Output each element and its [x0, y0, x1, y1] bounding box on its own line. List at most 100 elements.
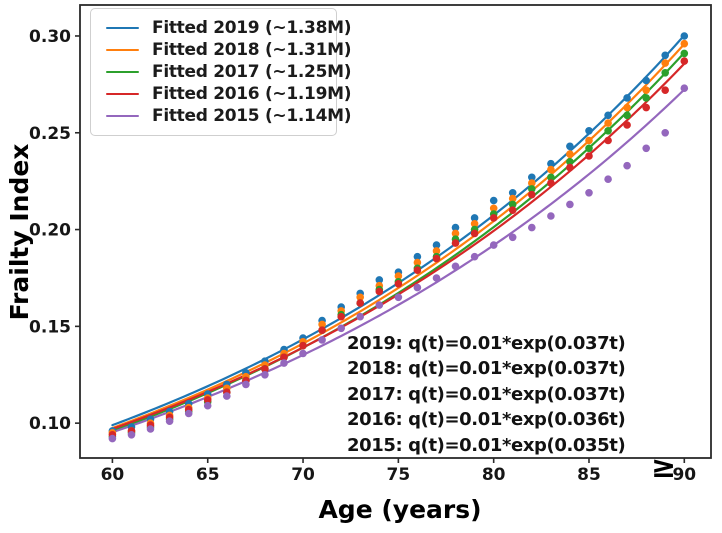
y-tick-label: 0.15 — [29, 317, 71, 337]
data-point-2015 — [318, 336, 326, 344]
data-point-2019 — [508, 189, 517, 197]
data-point-2018 — [585, 136, 593, 145]
data-point-2016 — [299, 341, 307, 350]
data-point-2015 — [165, 417, 174, 426]
data-point-2015 — [299, 349, 307, 358]
data-point-2015 — [585, 189, 593, 197]
data-point-2015 — [108, 434, 117, 443]
data-point-2015 — [604, 175, 612, 183]
data-point-2015 — [528, 223, 536, 232]
legend-line-swatch-2018 — [106, 48, 139, 52]
data-point-2015 — [127, 431, 136, 439]
data-point-2016 — [432, 254, 441, 263]
data-point-2015 — [375, 301, 384, 309]
data-point-2015 — [566, 200, 574, 209]
scatter-points-layer — [108, 32, 689, 443]
x-tick-label: 65 — [196, 465, 220, 485]
y-tick-label: 0.25 — [29, 124, 71, 144]
x-tick-label: 90 — [672, 465, 696, 485]
data-point-2015 — [280, 359, 288, 367]
legend-line-swatch-2017 — [106, 70, 139, 74]
axes-layer: 60 65 70 75 80 85 90 0.10 0.15 0.20 0.25 0.30 — [29, 4, 712, 485]
fit-equations-annotation: 2019: q(t)=0.01*exp(0.037t) 2018: q(t)=0… — [347, 331, 626, 458]
data-point-2018 — [432, 247, 441, 255]
data-point-2017 — [585, 144, 593, 153]
data-point-2015 — [242, 380, 250, 389]
legend-item-2015: Fitted 2015 (~1.14M) — [106, 106, 351, 126]
data-point-2018 — [451, 229, 460, 238]
legend-label-2018: Fitted 2018 (~1.31M) — [152, 40, 352, 60]
legend-label-2017: Fitted 2017 (~1.25M) — [152, 62, 352, 82]
data-point-2016 — [642, 103, 650, 112]
data-point-2018 — [318, 320, 326, 329]
data-point-2016 — [337, 312, 346, 321]
data-point-2016 — [375, 287, 384, 296]
data-point-2018 — [508, 194, 517, 203]
x-tick-label: 85 — [577, 465, 601, 485]
data-point-2016 — [680, 57, 689, 65]
data-point-2016 — [356, 299, 365, 307]
data-point-2019 — [547, 159, 555, 168]
data-point-2016 — [280, 353, 288, 362]
data-point-2015 — [432, 274, 441, 282]
data-point-2017 — [680, 49, 689, 58]
data-point-2018 — [642, 86, 650, 94]
plot-frame — [79, 4, 712, 459]
data-point-2016 — [261, 365, 269, 373]
data-point-2015 — [184, 409, 193, 418]
data-point-2016 — [508, 206, 517, 214]
data-point-2016 — [528, 190, 536, 199]
data-point-2016 — [547, 179, 555, 187]
data-point-2018 — [489, 204, 498, 213]
equation-line-2019: 2019: q(t)=0.01*exp(0.037t) — [347, 333, 626, 354]
data-point-2015 — [680, 84, 689, 92]
data-point-2015 — [413, 283, 422, 292]
data-point-2015 — [203, 401, 212, 410]
equation-line-2016: 2016: q(t)=0.01*exp(0.036t) — [347, 409, 626, 431]
y-tick-label: 0.20 — [29, 221, 71, 241]
data-point-2017 — [623, 111, 631, 120]
data-point-2015 — [337, 324, 346, 333]
data-point-2019 — [528, 173, 536, 182]
data-point-2017 — [528, 185, 536, 193]
data-point-2019 — [604, 111, 612, 120]
data-point-2016 — [203, 396, 212, 404]
data-point-2017 — [547, 173, 555, 182]
data-point-2017 — [642, 94, 650, 102]
data-point-2016 — [470, 229, 479, 238]
data-point-2019 — [375, 276, 384, 284]
legend-line-swatch-2016 — [106, 92, 139, 96]
data-point-2015 — [261, 371, 269, 379]
legend-item-2016: Fitted 2016 (~1.19M) — [106, 84, 351, 104]
data-point-2016 — [566, 163, 574, 172]
data-point-2018 — [356, 293, 365, 302]
legend-item-2017: Fitted 2017 (~1.25M) — [106, 62, 351, 82]
data-point-2015 — [508, 233, 517, 242]
x-tick-label: 80 — [482, 465, 506, 485]
data-point-2016 — [623, 121, 631, 129]
data-point-2018 — [661, 59, 669, 67]
equation-line-2018: 2018: q(t)=0.01*exp(0.037t) — [347, 358, 626, 380]
data-point-2015 — [642, 144, 650, 153]
data-point-2015 — [356, 312, 365, 321]
data-point-2016 — [604, 136, 612, 145]
data-point-2016 — [585, 152, 593, 160]
legend-item-2018: Fitted 2018 (~1.31M) — [106, 40, 351, 60]
data-point-2019 — [680, 32, 689, 40]
data-point-2019 — [623, 94, 631, 102]
data-point-2015 — [623, 161, 631, 170]
data-point-2018 — [680, 39, 689, 48]
data-point-2016 — [489, 214, 498, 222]
legend-item-2019: Fitted 2019 (~1.38M) — [106, 18, 351, 38]
gte-90-symbol: ≥ — [651, 450, 676, 485]
data-point-2017 — [604, 127, 612, 135]
data-point-2017 — [566, 158, 574, 166]
y-axis-title: Frailty Index — [5, 144, 34, 321]
data-point-2015 — [661, 129, 669, 137]
x-tick-label: 60 — [101, 465, 125, 485]
data-point-2015 — [451, 262, 460, 271]
data-point-2015 — [470, 252, 479, 261]
data-point-2016 — [413, 266, 422, 275]
y-tick-label: 0.10 — [29, 414, 71, 434]
data-point-2015 — [489, 241, 498, 249]
